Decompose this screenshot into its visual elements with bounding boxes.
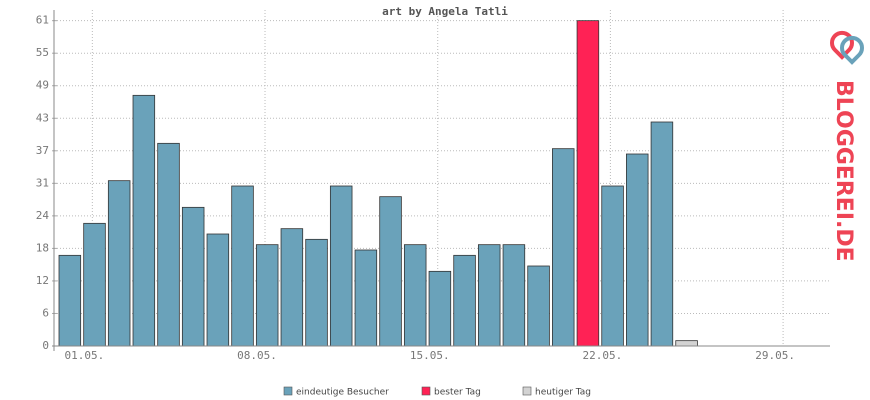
legend-label: bester Tag [434, 388, 481, 398]
y-tick-label: 43 [36, 111, 49, 124]
bar [181, 206, 205, 347]
y-tick-label: 61 [36, 14, 49, 27]
x-tick-label: 22.05. [583, 349, 623, 362]
bar [477, 244, 501, 347]
bar [601, 185, 624, 347]
bar [305, 238, 328, 347]
y-tick-label: 37 [36, 144, 49, 157]
x-tick-label: 08.05. [237, 349, 277, 362]
legend-swatch [421, 386, 431, 396]
logo-icon [830, 30, 854, 60]
y-tick-label: 24 [36, 209, 50, 222]
y-tick-label: 12 [36, 274, 49, 287]
y-tick-label: 0 [42, 339, 49, 352]
bar [58, 254, 82, 347]
bar [107, 180, 131, 347]
logo: BLOGGEREI.DE [830, 30, 864, 262]
legend-label: eindeutige Besucher [296, 388, 389, 398]
bar [206, 233, 230, 347]
bar [576, 20, 600, 347]
bar [354, 249, 378, 347]
bar [157, 142, 180, 347]
bar [428, 270, 452, 347]
logo-icon [840, 35, 864, 65]
y-tick-label: 18 [36, 241, 49, 254]
y-tick-label: 49 [36, 79, 49, 92]
y-tick-label: 55 [36, 46, 49, 59]
bar [83, 222, 106, 347]
legend-swatch [283, 386, 293, 396]
y-tick-label: 31 [36, 176, 49, 189]
bar [255, 244, 279, 347]
legend-swatch [522, 386, 532, 396]
legend-label: heutiger Tag [535, 388, 591, 398]
bar [280, 228, 304, 347]
bar [453, 254, 476, 347]
bar [231, 185, 254, 347]
bar [527, 265, 550, 347]
x-tick-label: 15.05. [410, 349, 450, 362]
x-tick-label: 29.05. [755, 349, 795, 362]
bar [329, 185, 353, 347]
bar [403, 244, 427, 347]
x-tick-label: 01.05. [64, 349, 104, 362]
chart-title: art by Angela Tatli [382, 5, 508, 18]
bar [379, 196, 402, 347]
bar [675, 340, 698, 347]
bar [552, 148, 575, 347]
bar [626, 153, 649, 347]
bar [502, 244, 526, 347]
logo-text: BLOGGEREI.DE [831, 80, 856, 262]
bar [132, 94, 156, 347]
bar [650, 121, 674, 347]
y-tick-label: 6 [42, 306, 49, 319]
